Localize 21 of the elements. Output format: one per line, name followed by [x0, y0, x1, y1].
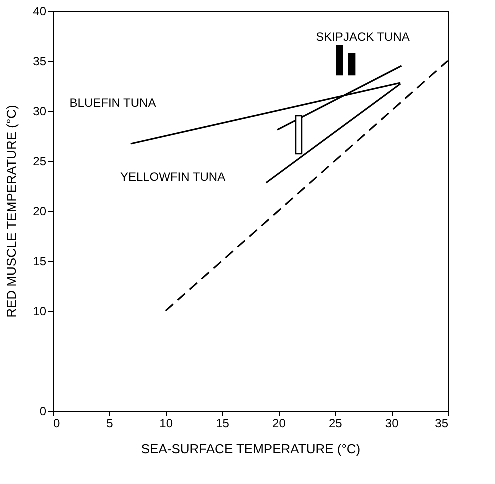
- x-axis-title: SEA-SURFACE TEMPERATURE (°C): [141, 442, 361, 456]
- x-tick-label: 0: [54, 416, 60, 430]
- annotation: SKIPJACK TUNA: [316, 30, 410, 44]
- y-tick-label: 10: [33, 304, 47, 318]
- x-tick-label: 30: [385, 416, 400, 430]
- x-tick-label: 5: [106, 416, 114, 430]
- y-tick-label: 0: [40, 404, 47, 418]
- x-tick-label: 10: [160, 416, 174, 430]
- x-tick-label: 25: [328, 416, 343, 430]
- x-tick-label: 35: [435, 416, 449, 430]
- x-tick-label: 15: [216, 416, 230, 430]
- annotation: YELLOWFIN TUNA: [120, 170, 226, 184]
- annotation: BLUEFIN TUNA: [70, 96, 156, 110]
- y-tick-label: 30: [33, 104, 47, 118]
- y-tick-label: 25: [33, 154, 47, 168]
- x-tick-label: 20: [272, 416, 286, 430]
- y-tick-label: 35: [33, 54, 47, 68]
- y-tick-label: 40: [33, 4, 47, 18]
- y-tick-label: 20: [33, 204, 47, 218]
- y-tick-label: 15: [33, 254, 47, 268]
- y-axis-title: RED MUSCLE TEMPERATURE (°C): [4, 105, 20, 318]
